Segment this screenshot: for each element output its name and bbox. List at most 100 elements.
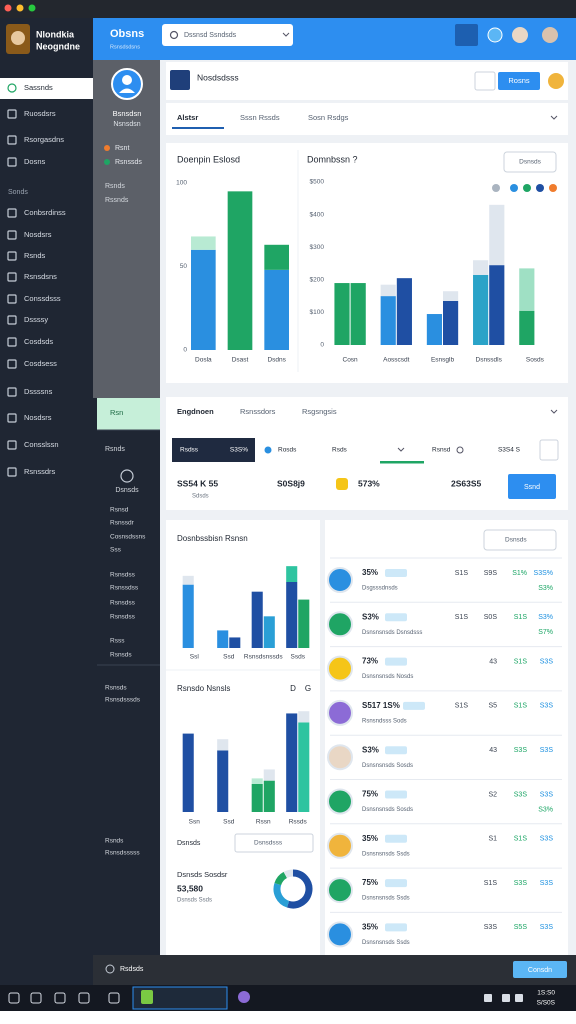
taskbar-icon xyxy=(78,992,90,1004)
footer-icon xyxy=(105,964,115,974)
menu-item[interactable]: Rsnsdsns xyxy=(24,272,57,281)
bar xyxy=(286,713,298,812)
tab[interactable]: Rsgsngsis xyxy=(302,407,337,416)
subnav-item[interactable]: Rsn xyxy=(110,408,123,417)
bar xyxy=(298,599,310,648)
list-card xyxy=(325,520,568,955)
row-value: S3% xyxy=(362,612,379,621)
chart-icon[interactable]: G xyxy=(305,684,311,693)
menu-item[interactable]: Dssssy xyxy=(24,315,48,324)
menu-item[interactable]: Nosdsrs xyxy=(24,230,52,239)
bar xyxy=(519,268,535,311)
subnav-link[interactable]: Rsnsd xyxy=(110,507,129,514)
subnav-link[interactable]: Rsnsds xyxy=(110,652,132,659)
row-label: Rsnsndsss Sods xyxy=(362,718,407,724)
dropdown-label[interactable]: Dsnsds xyxy=(519,159,541,166)
chart-title: Doenpin Eslosd xyxy=(177,154,240,164)
metric-value: S0S8j9 xyxy=(277,478,305,488)
menu-icon xyxy=(7,315,17,325)
filter-label[interactable]: Rsnsd xyxy=(432,447,451,454)
subnav-link[interactable]: Rsnsdsssds xyxy=(105,697,141,704)
subnav-link[interactable]: Rsnsdss xyxy=(110,572,136,579)
icon-button[interactable] xyxy=(539,439,559,461)
menu-item[interactable]: Conssdsss xyxy=(24,294,61,303)
tray-icon xyxy=(502,994,510,1002)
row-cell: S7% xyxy=(538,629,553,636)
primary-button[interactable] xyxy=(508,474,556,499)
icon-button[interactable] xyxy=(474,71,496,91)
bar xyxy=(350,283,366,345)
subnav-link[interactable]: Sss xyxy=(110,547,122,554)
header-button[interactable] xyxy=(455,24,478,46)
filter-icon xyxy=(264,446,272,454)
tab[interactable]: Engdnoen xyxy=(177,407,214,416)
menu-item[interactable]: Nosdsrs xyxy=(24,413,52,422)
row-value: 73% xyxy=(362,657,378,666)
user-icon xyxy=(120,469,134,483)
window-control xyxy=(28,4,36,12)
bar xyxy=(251,591,263,648)
row-label: Dsnsnsnsds Ssds xyxy=(362,896,410,902)
menu-item[interactable]: Cosdsess xyxy=(24,359,57,368)
dropdown-label[interactable]: Dsnsdsss xyxy=(254,840,283,847)
bar xyxy=(426,314,442,345)
row-badge xyxy=(385,569,407,577)
menu-item[interactable]: Rsnssdrs xyxy=(24,467,56,476)
x-tick-label: Ssl xyxy=(190,654,200,661)
button-label[interactable]: Ssnd xyxy=(524,484,540,491)
x-tick-label: Sosds xyxy=(526,357,545,364)
subnav-link[interactable]: Rsnssdr xyxy=(110,520,135,527)
filter-chip[interactable] xyxy=(172,438,255,462)
clock-date: S/S0S xyxy=(537,1000,556,1007)
row-value: 35% xyxy=(362,923,378,932)
dropdown[interactable] xyxy=(503,151,557,173)
dropdown[interactable] xyxy=(234,833,314,853)
subnav-link[interactable]: Rsnsdsssss xyxy=(105,850,140,857)
subnav-link[interactable]: Rsnsds xyxy=(105,685,127,692)
subnav-link[interactable]: Rsnsdss xyxy=(110,600,136,607)
row-avatar xyxy=(327,877,353,904)
subnav-link[interactable]: Rsnds xyxy=(105,838,124,845)
menu-icon xyxy=(7,337,17,347)
footer-bar xyxy=(93,955,576,985)
label: Rsnssds xyxy=(115,159,142,166)
chart-title: Domnbssn ? xyxy=(307,154,358,164)
tab[interactable]: Sssn Rssds xyxy=(240,113,280,122)
menu-item[interactable]: Rsorgasdns xyxy=(24,135,64,144)
subnav-link[interactable]: Rsnssdss xyxy=(110,585,139,592)
menu-item[interactable]: Conbsrdinss xyxy=(24,208,66,217)
donut-segment xyxy=(273,882,290,908)
tab[interactable]: Alstsr xyxy=(177,113,198,122)
button-label[interactable]: Rosns xyxy=(508,76,530,85)
button-label[interactable]: Consdn xyxy=(528,967,552,974)
legend-icon xyxy=(536,184,544,192)
y-tick-label: $400 xyxy=(310,211,325,218)
tab[interactable]: Sosn Rsdgs xyxy=(308,113,349,122)
subnav-link[interactable]: Cosnsdssns xyxy=(110,534,146,541)
filter-label[interactable]: Rosds xyxy=(278,447,297,454)
tab[interactable]: Rsnssdors xyxy=(240,407,276,416)
subnav-highlight[interactable] xyxy=(97,398,160,430)
primary-button[interactable] xyxy=(498,72,540,90)
menu-item[interactable]: Dssssns xyxy=(24,387,53,396)
menu-item[interactable]: Consslssn xyxy=(24,440,59,449)
row-label: Dsnsnsnsds Ssds xyxy=(362,851,410,857)
menu-item[interactable]: Sassnds xyxy=(24,83,53,92)
menu-item[interactable]: Ruosdsrs xyxy=(24,109,56,118)
dropdown-label[interactable]: Dsnsds xyxy=(505,537,527,544)
filter-label[interactable]: Rsds xyxy=(332,447,348,454)
footer-button[interactable] xyxy=(513,961,567,978)
avatar-body xyxy=(119,88,135,93)
menu-section: Sonds xyxy=(8,189,28,196)
dropdown[interactable] xyxy=(483,529,557,551)
chart-icon[interactable]: D xyxy=(290,684,296,693)
menu-item[interactable]: Rsnds xyxy=(24,251,46,260)
menu-item[interactable]: Dosns xyxy=(24,157,46,166)
subnav-link[interactable]: Rsnsdss xyxy=(110,614,136,621)
subnav-link[interactable]: Rsss xyxy=(110,638,125,645)
profile-name: Bsnsdsn xyxy=(113,109,142,118)
menu-item[interactable]: Cosdsds xyxy=(24,337,53,346)
row-cell: S1S xyxy=(455,614,469,621)
taskbar-app[interactable] xyxy=(132,986,228,1010)
search-box[interactable] xyxy=(162,24,293,46)
